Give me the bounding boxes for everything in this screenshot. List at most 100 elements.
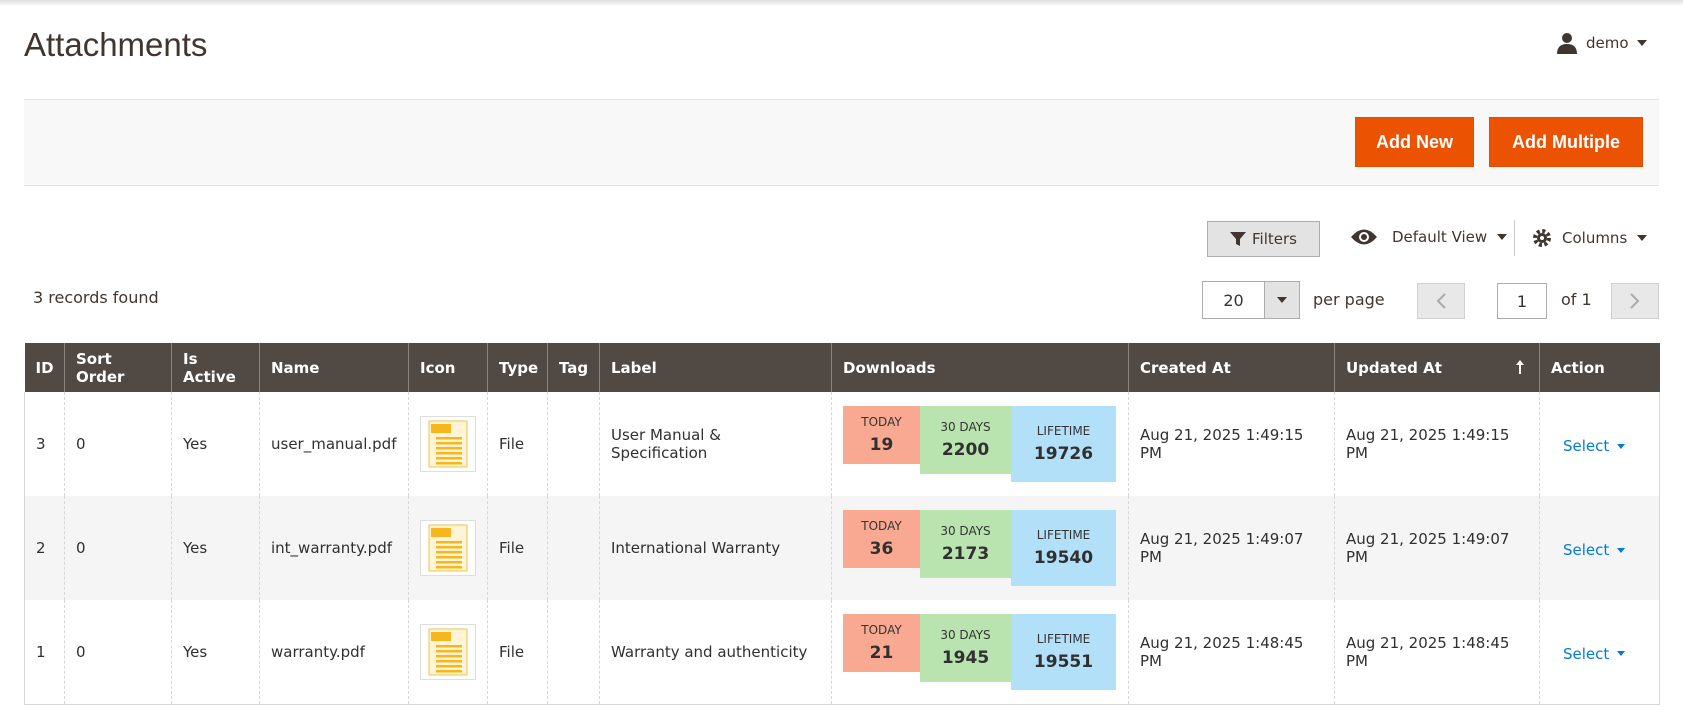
- cell: TODAY 36 30 DAYS 2173 LIFETIME 19540: [831, 496, 1129, 600]
- column-header[interactable]: Label: [599, 343, 832, 392]
- top-shadow: [0, 0, 1683, 6]
- next-page[interactable]: [1611, 283, 1659, 319]
- cell: Select: [1539, 392, 1660, 496]
- stat-label: TODAY: [861, 622, 902, 637]
- label: International Warranty: [611, 539, 781, 557]
- column-title: Label: [611, 358, 657, 377]
- stat-label: 30 DAYS: [940, 627, 991, 642]
- column-header[interactable]: Name: [259, 343, 409, 392]
- downloads: TODAY 21 30 DAYS 1945 LIFETIME 19551: [843, 613, 1117, 690]
- view-switcher[interactable]: Default View: [1350, 228, 1508, 246]
- column-title: Sort Order: [76, 349, 125, 386]
- stat-value: 36: [869, 539, 894, 559]
- column-header[interactable]: Created At: [1128, 343, 1335, 392]
- icon-part: [431, 528, 451, 537]
- columns-label: Columns: [1562, 229, 1628, 247]
- action-select[interactable]: Select: [1563, 645, 1648, 663]
- is-active: Yes: [183, 642, 208, 661]
- action-select[interactable]: Select: [1563, 541, 1648, 559]
- column-header[interactable]: Action: [1539, 343, 1660, 392]
- icon-part: [436, 669, 462, 673]
- column-header[interactable]: Icon: [408, 343, 488, 392]
- column-title: ID: [35, 358, 54, 377]
- records-found: 3 records found: [33, 288, 159, 307]
- filters-button[interactable]: Filters: [1207, 221, 1320, 257]
- separator: [1514, 220, 1515, 256]
- per-page-toggle[interactable]: [1265, 282, 1299, 318]
- add-multiple-button[interactable]: Add Multiple: [1489, 117, 1643, 167]
- sort-arrow: [1516, 360, 1524, 374]
- cell: File: [487, 392, 548, 496]
- column-title: Is Active: [183, 349, 236, 386]
- cell: 0: [64, 392, 172, 496]
- column-header[interactable]: Updated At: [1334, 343, 1540, 392]
- filters-label: Filters: [1252, 230, 1297, 248]
- column-header[interactable]: Downloads: [831, 343, 1129, 392]
- action-label: Select: [1563, 437, 1610, 455]
- page-input[interactable]: 1: [1497, 283, 1547, 319]
- eye-icon: [1351, 229, 1377, 245]
- file-name: user_manual.pdf: [271, 435, 397, 453]
- column-header[interactable]: Tag: [547, 343, 600, 392]
- per-page-select[interactable]: 20: [1202, 281, 1300, 319]
- cell: Select: [1539, 600, 1660, 705]
- cell: warranty.pdf: [259, 600, 409, 705]
- action-label: Select: [1563, 541, 1610, 559]
- stat-value: 19726: [1033, 444, 1094, 464]
- page-title: Attachments: [24, 26, 208, 63]
- id: 3: [36, 435, 46, 453]
- icon-part: [436, 551, 462, 554]
- download-stat: 30 DAYS 1945: [920, 613, 1011, 682]
- pdf-icon: [428, 420, 468, 468]
- column-title: Downloads: [843, 358, 936, 377]
- cell: File: [487, 496, 548, 600]
- column-title: Created At: [1140, 358, 1231, 377]
- cell: File: [487, 600, 548, 705]
- column-header[interactable]: Is Active: [171, 343, 260, 392]
- columns-control[interactable]: Columns: [1532, 228, 1648, 248]
- column-header[interactable]: Type: [487, 343, 548, 392]
- column-title: Type: [499, 358, 539, 377]
- icon-part: [431, 631, 451, 641]
- label: User Manual & Specification: [611, 426, 721, 462]
- caret: [1637, 235, 1648, 241]
- cell: TODAY 21 30 DAYS 1945 LIFETIME 19551: [831, 600, 1129, 705]
- cell: Yes: [171, 496, 260, 600]
- caret: [1277, 297, 1287, 303]
- cell: Aug 21, 2025 1:49:07 PM: [1128, 496, 1335, 600]
- action-select[interactable]: Select: [1563, 437, 1648, 455]
- add-new-button[interactable]: Add New: [1355, 117, 1474, 167]
- column-title: Tag: [559, 358, 589, 377]
- icon-part: [436, 442, 462, 445]
- icon-part: [436, 546, 462, 549]
- sort-order: 0: [76, 539, 86, 557]
- column-title: Updated At: [1346, 358, 1442, 377]
- download-stat: 30 DAYS 2173: [920, 510, 1011, 578]
- downloads: TODAY 36 30 DAYS 2173 LIFETIME 19540: [843, 510, 1117, 586]
- user-name: demo: [1586, 34, 1629, 52]
- column-header[interactable]: Sort Order: [64, 343, 172, 392]
- cell: Aug 21, 2025 1:49:15 PM: [1334, 392, 1540, 496]
- caret: [1636, 40, 1647, 46]
- icon-part: [436, 541, 462, 544]
- download-stat: LIFETIME 19540: [1011, 510, 1116, 586]
- cell: 1: [24, 600, 65, 705]
- grid-row: 2 0 Yes int_warranty.pdf File International W…: [24, 496, 1660, 600]
- download-stat: LIFETIME 19551: [1011, 613, 1116, 690]
- icon-part: [436, 561, 462, 564]
- prev-page[interactable]: [1417, 283, 1465, 319]
- user-menu[interactable]: demo: [1556, 32, 1647, 54]
- cell: User Manual & Specification: [599, 392, 832, 496]
- icon-part: [1516, 360, 1524, 374]
- icon-part: [436, 437, 462, 440]
- view-label: Default View: [1392, 228, 1488, 246]
- file-name: int_warranty.pdf: [271, 539, 392, 557]
- stat-label: LIFETIME: [1036, 528, 1091, 542]
- downloads: TODAY 19 30 DAYS 2200 LIFETIME 19726: [843, 406, 1117, 482]
- icon-thumb: [420, 416, 476, 472]
- caret: [1617, 651, 1626, 657]
- download-stat: LIFETIME 19726: [1011, 406, 1116, 482]
- column-header[interactable]: ID: [24, 343, 65, 392]
- stat-value: 19540: [1033, 548, 1094, 568]
